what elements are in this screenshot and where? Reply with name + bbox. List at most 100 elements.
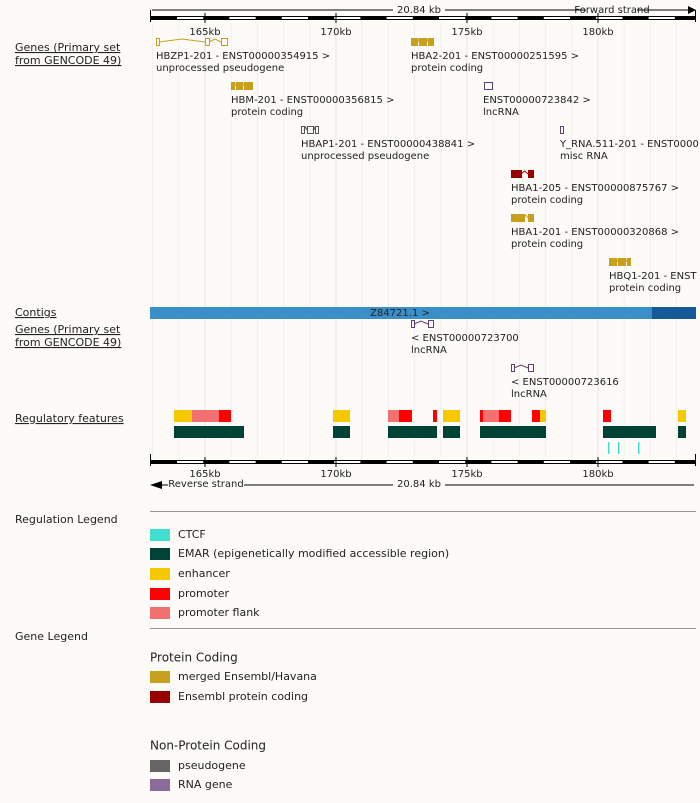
gene-biotype: protein coding [511,195,583,206]
ruler-gap [439,461,466,463]
regulatory-feature [399,410,412,422]
emar-feature [480,426,546,438]
contig [652,307,696,319]
ctcf-feature [608,442,610,454]
ruler-gap [596,461,623,463]
exon [301,126,305,134]
legend-swatch [150,548,170,560]
emar-feature [333,426,350,438]
ruler-bar [150,460,696,464]
ruler-gap [439,17,466,19]
strand-arrow [688,6,696,14]
gene-biotype: lncRNA [483,107,519,118]
regulatory-feature [333,410,350,422]
ruler-gap [491,17,518,19]
regulatory-feature [603,410,611,422]
ctcf-feature [638,442,640,454]
exon [528,170,534,178]
exon [528,214,534,222]
gene-biotype: protein coding [411,63,483,74]
ruler-gap [281,17,308,19]
exon [517,170,522,178]
gene-biotype: protein coding [511,239,583,250]
legend-title: Regulation Legend [15,513,118,526]
regulatory-feature [443,410,460,422]
legend-swatch [150,760,170,772]
tick-label: 165kb [189,27,220,38]
exon [511,364,515,372]
legend-item: promoter [178,587,230,600]
exon [315,126,319,134]
gene-biotype: protein coding [609,283,681,294]
exon [307,126,314,134]
emar-feature [678,426,686,438]
gene-name: < ENST00000723700 [411,333,519,344]
exon [244,82,253,90]
gene-biotype: unprocessed pseudogene [301,151,429,162]
gene-biotype: protein coding [231,107,303,118]
reverse-strand: Reverse strand [168,479,243,490]
ruler-gap [177,17,204,19]
legend-swatch [150,568,170,580]
exon [511,170,518,178]
gene-biotype: misc RNA [560,151,608,162]
gene-name: HBA1-201 - ENST00000320868 > [511,227,679,238]
legend-item: merged Ensembl/Havana [178,670,317,683]
regulatory-feature [483,410,499,422]
ruler-gap [543,461,570,463]
regulatory-feature [433,410,437,422]
regulatory-feature [540,410,546,422]
exon [528,364,534,372]
emar-feature [388,426,437,438]
regulatory-feature [219,410,231,422]
gene-name: HBA1-205 - ENST00000875767 > [511,183,679,194]
regulatory-feature [499,410,511,422]
legend-swatch [150,529,170,541]
ruler-gap [386,461,413,463]
regulatory-feature [388,410,399,422]
tick-label: 180kb [582,27,613,38]
ruler-gap [491,461,518,463]
ruler-gap [648,17,675,19]
strand-arrow [150,481,162,489]
exon [511,214,518,222]
exon [484,82,493,90]
track-label: Genes (Primary set [15,323,121,336]
intron [513,364,529,369]
legend-group: Protein Coding [150,651,238,665]
tick-label: 180kb [582,469,613,480]
legend-item: promoter flank [178,606,260,619]
ruler-gap [596,17,623,19]
exon [428,38,434,46]
regulatory-feature [174,410,192,422]
gene-name: HBAP1-201 - ENST00000438841 > [301,139,475,150]
tick-label: 170kb [320,27,351,38]
track-label: Contigs [15,306,57,319]
exon [411,38,418,46]
intron [413,320,429,325]
gene-name: Y_RNA.511-201 - ENST0000 [559,139,699,150]
gene-biotype: unprocessed pseudogene [156,63,284,74]
legend-swatch [150,691,170,703]
gene-name: ENST00000723842 > [483,95,591,106]
tick-label: 170kb [320,469,351,480]
exon [419,38,427,46]
emar-feature [174,426,244,438]
track-label: Regulatory features [15,412,124,425]
regulatory-feature [678,410,686,422]
intron [520,170,529,175]
exon [156,38,160,46]
ruler-gap [281,461,308,463]
regulatory-feature [480,410,483,422]
track-label: from GENCODE 49) [15,336,121,349]
ruler-gap [334,17,361,19]
legend-swatch [150,607,170,619]
tick-label: 175kb [451,469,482,480]
tick-label: 175kb [451,27,482,38]
legend-swatch [150,671,170,683]
ruler-gap [229,17,256,19]
legend-item: pseudogene [178,759,246,772]
exon [627,258,631,266]
